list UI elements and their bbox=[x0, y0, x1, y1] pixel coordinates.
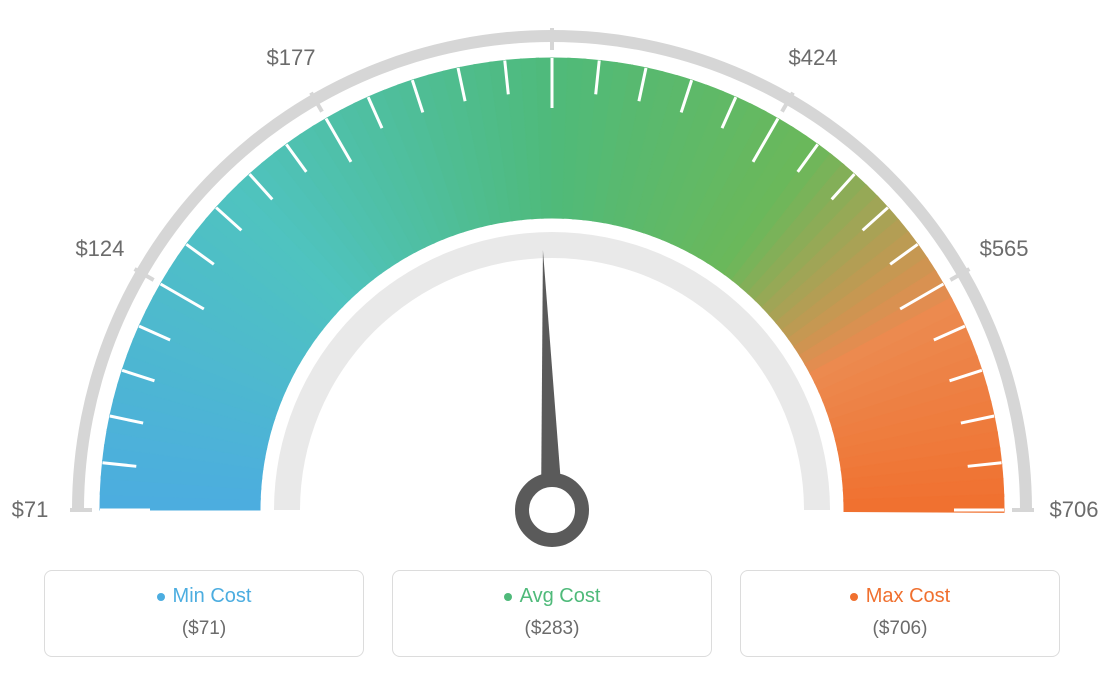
legend-title-text: Min Cost bbox=[173, 585, 252, 608]
legend-title-avg: Avg Cost bbox=[504, 585, 601, 608]
legend-row: Min Cost ($71) Avg Cost ($283) Max Cost … bbox=[0, 570, 1104, 657]
legend-card-min: Min Cost ($71) bbox=[44, 570, 364, 657]
gauge-svg bbox=[0, 0, 1104, 560]
gauge-tick-label: $706 bbox=[1050, 497, 1099, 523]
gauge-chart: $71 $124 $177 $283 $424 $565 $706 bbox=[0, 0, 1104, 560]
gauge-tick-label: $283 bbox=[528, 0, 577, 1]
legend-value-avg: ($283) bbox=[393, 618, 711, 640]
legend-card-max: Max Cost ($706) bbox=[740, 570, 1060, 657]
legend-dot-avg bbox=[504, 593, 512, 601]
gauge-tick-label: $424 bbox=[789, 45, 838, 71]
legend-title-max: Max Cost bbox=[850, 585, 950, 608]
legend-title-text: Avg Cost bbox=[520, 585, 601, 608]
gauge-tick-label: $565 bbox=[980, 236, 1029, 262]
legend-card-avg: Avg Cost ($283) bbox=[392, 570, 712, 657]
legend-value-min: ($71) bbox=[45, 618, 363, 640]
legend-dot-max bbox=[850, 593, 858, 601]
legend-dot-min bbox=[157, 593, 165, 601]
gauge-tick-label: $71 bbox=[12, 497, 49, 523]
legend-value-max: ($706) bbox=[741, 618, 1059, 640]
legend-title-text: Max Cost bbox=[866, 585, 950, 608]
legend-title-min: Min Cost bbox=[157, 585, 252, 608]
gauge-tick-label: $124 bbox=[75, 236, 124, 262]
gauge-tick-label: $177 bbox=[267, 45, 316, 71]
